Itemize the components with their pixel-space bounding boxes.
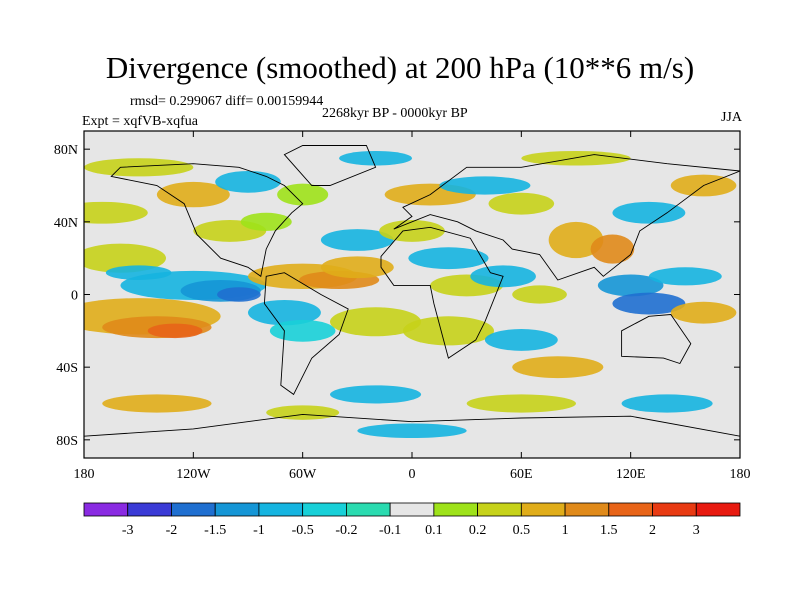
colorbar-swatch xyxy=(83,502,129,517)
colorbar-label: -1.5 xyxy=(204,523,226,538)
field-blob-32 xyxy=(590,234,635,264)
field-blob-43 xyxy=(102,394,212,413)
colorbar-label: -2 xyxy=(166,523,178,538)
field-blob-44 xyxy=(266,405,340,420)
colorbar-swatch xyxy=(389,502,435,517)
colorbar-label: -3 xyxy=(122,523,134,538)
colorbar-swatch xyxy=(433,502,479,517)
field-blob-6 xyxy=(84,243,166,273)
field-blob-7 xyxy=(105,265,172,280)
x-tick-label: 180 xyxy=(730,467,751,482)
colorbar-swatch xyxy=(652,502,697,517)
field-blob-28 xyxy=(402,316,495,346)
colorbar-label: -0.5 xyxy=(292,523,314,538)
colorbar-swatch xyxy=(302,502,347,517)
field-blob-5 xyxy=(217,287,261,302)
field-blob-37 xyxy=(84,201,148,224)
field-blob-48 xyxy=(339,150,412,166)
season-label: JJA xyxy=(720,110,742,125)
colorbar-swatch xyxy=(127,502,172,517)
colorbar: -3 -2 -1.5 -1 -0.5 -0.2 -0.1 0.1 0.2 0.5 1 1.5 2 3 xyxy=(83,502,741,538)
field-blob-31 xyxy=(548,221,604,259)
colorbar-swatch xyxy=(258,502,304,517)
colorbar-swatch xyxy=(564,502,610,517)
field-blob-40 xyxy=(330,385,422,404)
field-blob-45 xyxy=(357,423,467,439)
field-blob-17 xyxy=(156,181,230,208)
field-blob-36 xyxy=(670,301,737,324)
period-label: 2268kyr BP - 0000kyr BP xyxy=(322,106,468,121)
map-field xyxy=(84,131,740,458)
colorbar-swatch xyxy=(608,502,653,517)
coastline-north-america xyxy=(110,163,304,278)
y-tick-label: 40S xyxy=(56,361,78,376)
field-blob-2 xyxy=(147,323,203,339)
chart-title: Divergence (smoothed) at 200 hPa (10**6 … xyxy=(105,50,695,85)
experiment-label: Expt = xqfVB-xqfua xyxy=(82,114,198,129)
field-blob-29 xyxy=(484,329,558,351)
field-blob-22 xyxy=(439,176,531,195)
colorbar-label: 1 xyxy=(562,523,569,538)
colorbar-label: 0.5 xyxy=(513,523,531,538)
y-tick-label: 0 xyxy=(71,289,78,304)
field-blob-38 xyxy=(612,201,686,224)
colorbar-swatch xyxy=(520,502,566,517)
y-tick-label: 80S xyxy=(56,434,78,449)
x-tick-label: 60W xyxy=(289,467,317,482)
rmsd-label: rmsd= 0.299067 diff= 0.00159944 xyxy=(130,94,324,109)
field-blob-19 xyxy=(277,183,329,206)
axes: 180 120W 60W 0 60E 120E 180 80N 40N 0 40S 80S xyxy=(54,131,751,482)
field-blob-27 xyxy=(512,285,567,304)
colorbar-label: 0.2 xyxy=(469,523,487,538)
field-blob-42 xyxy=(621,394,713,413)
field-blob-41 xyxy=(466,394,576,413)
field-blob-18 xyxy=(215,170,281,193)
coastline-africa xyxy=(380,226,504,359)
field-blob-34 xyxy=(612,292,686,315)
colorbar-label: 1.5 xyxy=(600,523,618,538)
field-blob-30 xyxy=(512,356,604,379)
field-blob-12 xyxy=(269,319,336,342)
colorbar-label: 0.1 xyxy=(425,523,443,538)
field-blob-14 xyxy=(320,229,394,251)
field-blob-13 xyxy=(330,307,422,337)
coastline-south-america xyxy=(263,272,349,396)
coastline-greenland xyxy=(283,145,377,186)
x-tick-label: 0 xyxy=(409,467,416,482)
field-blob-33 xyxy=(597,274,664,297)
colorbar-label: 3 xyxy=(693,523,700,538)
field-blob-47 xyxy=(521,150,631,166)
colorbar-label: 2 xyxy=(649,523,656,538)
x-tick-label: 120E xyxy=(616,467,646,482)
coastlines xyxy=(84,145,740,437)
field-blob-23 xyxy=(488,192,555,215)
x-tick-label: 60E xyxy=(510,467,533,482)
colorbar-label: -0.2 xyxy=(335,523,357,538)
colorbar-label: -1 xyxy=(253,523,265,538)
x-tick-label: 180 xyxy=(74,467,95,482)
field-blob-20 xyxy=(379,220,445,242)
coastline-eurasia xyxy=(393,154,740,281)
field-blob-24 xyxy=(408,247,489,270)
colorbar-swatch xyxy=(695,502,741,517)
colorbar-label: -0.1 xyxy=(379,523,401,538)
x-tick-label: 120W xyxy=(176,467,211,482)
field-blob-10 xyxy=(320,256,394,279)
y-tick-label: 40N xyxy=(54,216,78,231)
field-blob-46 xyxy=(84,158,194,177)
colorbar-swatch xyxy=(214,502,260,517)
colorbar-swatch xyxy=(477,502,522,517)
colorbar-swatch xyxy=(171,502,216,517)
coastline-australia xyxy=(621,314,692,365)
coastline-antarctica xyxy=(84,413,740,437)
colorbar-swatch xyxy=(345,502,391,517)
field-blob-35 xyxy=(648,267,722,286)
y-tick-label: 80N xyxy=(54,143,78,158)
